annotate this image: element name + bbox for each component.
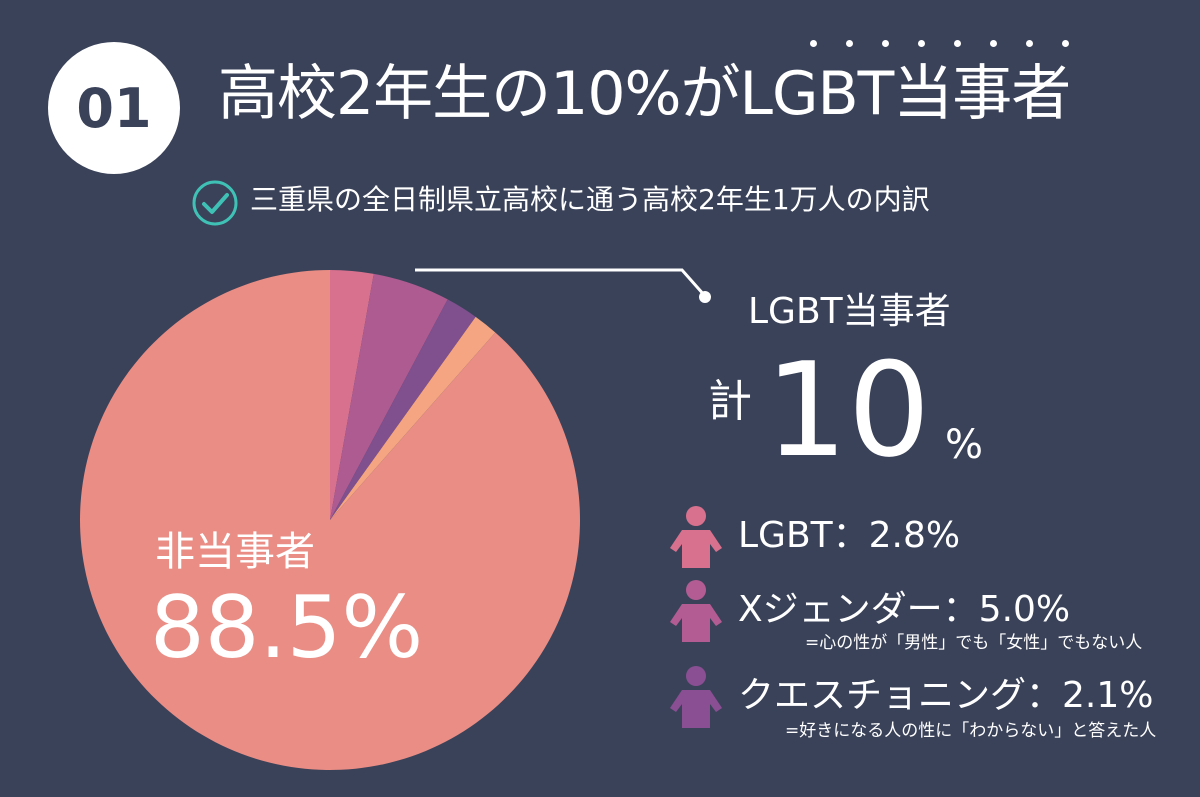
emphasis-dot xyxy=(810,40,817,47)
section-number-badge: 01 xyxy=(48,42,180,174)
legend-label: Xジェンダー：5.0% xyxy=(738,589,1071,630)
callout-leader-dot xyxy=(699,291,711,303)
callout-leader-line xyxy=(415,268,707,297)
person-icon xyxy=(670,580,722,642)
callout-heading: LGBT当事者 xyxy=(748,291,951,332)
person-icon xyxy=(670,506,722,568)
legend-item-questioning: クエスチョニング：2.1% xyxy=(668,664,1153,728)
emphasis-dot xyxy=(882,40,889,47)
emphasis-dot xyxy=(990,40,997,47)
pie-slice-1 xyxy=(330,273,448,520)
page-title: 高校2年生の10%がLGBT当事者 xyxy=(218,40,1071,130)
subtitle: 三重県の全日制県立高校に通う高校2年生1万人の内訳 xyxy=(250,183,930,216)
pie-slice-3 xyxy=(330,316,496,520)
pie-slice-4 xyxy=(80,270,581,770)
emphasis-dot xyxy=(1026,40,1033,47)
pie-value-non: 88.5% xyxy=(150,578,424,678)
emphasis-dot xyxy=(918,40,925,47)
legend-note: =好きになる人の性に「わからない」と答えた人 xyxy=(785,721,1157,741)
total-prefix: 計 xyxy=(708,376,752,427)
emphasis-dot xyxy=(1062,40,1069,47)
legend-note: =心の性が「男性」でも「女性」でもない人 xyxy=(805,633,1143,653)
pie-slice-2 xyxy=(330,299,476,520)
section-number: 01 xyxy=(76,76,152,140)
check-circle-icon xyxy=(192,180,238,226)
pie-label-non: 非当事者 xyxy=(155,529,315,575)
pie-slice-0 xyxy=(330,270,374,520)
emphasis-dot xyxy=(954,40,961,47)
legend-item-lgbt: LGBT：2.8% xyxy=(668,504,960,568)
person-icon xyxy=(670,666,722,728)
emphasis-dot xyxy=(846,40,853,47)
legend-label: クエスチョニング：2.1% xyxy=(738,675,1154,716)
total-unit: % xyxy=(945,422,984,468)
legend-item-xgender: Xジェンダー：5.0% xyxy=(668,578,1070,642)
title-text: 高校2年生の10%がLGBT当事者 xyxy=(218,59,1071,129)
total-value: 10 xyxy=(765,334,931,486)
legend-label: LGBT：2.8% xyxy=(738,515,961,556)
